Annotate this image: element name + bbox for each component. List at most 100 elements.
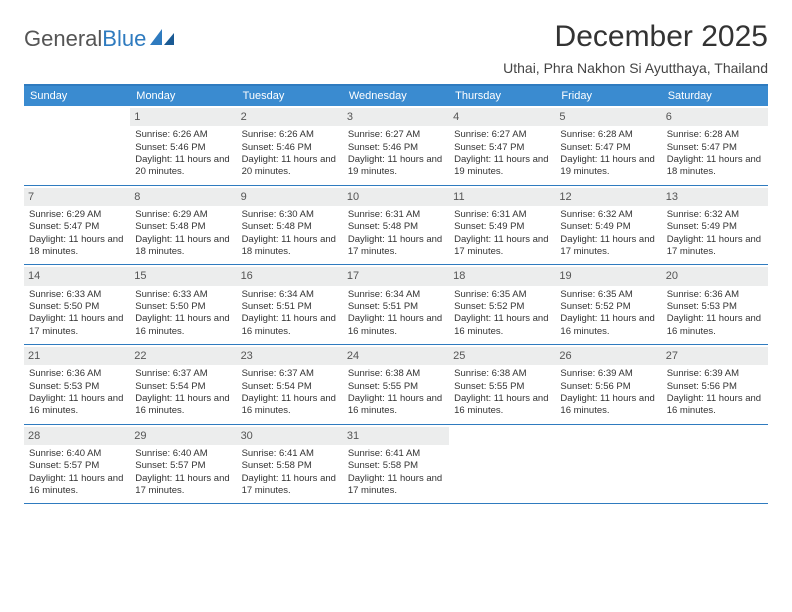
logo-text: GeneralBlue <box>24 26 146 52</box>
day-cell: 8Sunrise: 6:29 AMSunset: 5:48 PMDaylight… <box>130 186 236 265</box>
logo-part2: Blue <box>102 26 146 51</box>
daylight-line: Daylight: 11 hours and 17 minutes. <box>135 473 231 498</box>
day-cell <box>662 425 768 504</box>
day-number: 12 <box>555 188 661 206</box>
sunrise-line: Sunrise: 6:41 AM <box>348 448 444 460</box>
daylight-line: Daylight: 11 hours and 18 minutes. <box>667 154 763 179</box>
day-cell: 11Sunrise: 6:31 AMSunset: 5:49 PMDayligh… <box>449 186 555 265</box>
sunrise-line: Sunrise: 6:32 AM <box>667 209 763 221</box>
day-info: Sunrise: 6:35 AMSunset: 5:52 PMDaylight:… <box>559 289 657 338</box>
day-number: 30 <box>237 427 343 445</box>
day-number: 9 <box>237 188 343 206</box>
daylight-line: Daylight: 11 hours and 16 minutes. <box>667 393 763 418</box>
day-number: 25 <box>449 347 555 365</box>
sunset-line: Sunset: 5:47 PM <box>29 221 125 233</box>
sunrise-line: Sunrise: 6:39 AM <box>560 368 656 380</box>
day-number: 20 <box>662 267 768 285</box>
day-cell: 30 Sunrise: 6:41 AMSunset: 5:58 PMDayligh… <box>237 425 343 504</box>
sunset-line: Sunset: 5:56 PM <box>560 381 656 393</box>
day-info: Sunrise: 6:31 AMSunset: 5:49 PMDaylight:… <box>453 209 551 258</box>
day-cell: 25Sunrise: 6:38 AMSunset: 5:55 PMDayligh… <box>449 345 555 424</box>
day-cell: 22Sunrise: 6:37 AMSunset: 5:54 PMDayligh… <box>130 345 236 424</box>
daylight-line: Daylight: 11 hours and 16 minutes. <box>242 313 338 338</box>
sunrise-line: Sunrise: 6:38 AM <box>454 368 550 380</box>
day-number: 18 <box>449 267 555 285</box>
day-info: Sunrise: 6:39 AMSunset: 5:56 PMDaylight:… <box>666 368 764 417</box>
sunset-line: Sunset: 5:52 PM <box>454 301 550 313</box>
daylight-line: Daylight: 11 hours and 16 minutes. <box>667 313 763 338</box>
daylight-line: Daylight: 11 hours and 18 minutes. <box>242 234 338 259</box>
sunrise-line: Sunrise: 6:35 AM <box>454 289 550 301</box>
sunrise-line: Sunrise: 6:33 AM <box>29 289 125 301</box>
day-cell <box>449 425 555 504</box>
daylight-line: Daylight: 11 hours and 18 minutes. <box>29 234 125 259</box>
sunset-line: Sunset: 5:58 PM <box>348 460 444 472</box>
sunset-line: Sunset: 5:54 PM <box>135 381 231 393</box>
sunrise-line: Sunrise: 6:37 AM <box>135 368 231 380</box>
sunset-line: Sunset: 5:50 PM <box>135 301 231 313</box>
day-cell: 27 Sunrise: 6:39 AMSunset: 5:56 PMDayligh… <box>662 345 768 424</box>
day-number: 7 <box>24 188 130 206</box>
day-info: Sunrise: 6:39 AMSunset: 5:56 PMDaylight:… <box>559 368 657 417</box>
weekday-header: Tuesday <box>237 86 343 106</box>
daylight-line: Daylight: 11 hours and 16 minutes. <box>348 393 444 418</box>
day-info: Sunrise: 6:27 AMSunset: 5:46 PMDaylight:… <box>347 129 445 178</box>
day-info: Sunrise: 6:34 AMSunset: 5:51 PMDaylight:… <box>241 289 339 338</box>
sunrise-line: Sunrise: 6:40 AM <box>29 448 125 460</box>
sunset-line: Sunset: 5:48 PM <box>348 221 444 233</box>
sunset-line: Sunset: 5:52 PM <box>560 301 656 313</box>
week-row: 28Sunrise: 6:40 AMSunset: 5:57 PMDayligh… <box>24 425 768 505</box>
sunset-line: Sunset: 5:48 PM <box>135 221 231 233</box>
day-info: Sunrise: 6:26 AMSunset: 5:46 PMDaylight:… <box>134 129 232 178</box>
day-cell: 14Sunrise: 6:33 AMSunset: 5:50 PMDayligh… <box>24 265 130 344</box>
day-info: Sunrise: 6:28 AMSunset: 5:47 PMDaylight:… <box>666 129 764 178</box>
day-info: Sunrise: 6:35 AMSunset: 5:52 PMDaylight:… <box>453 289 551 338</box>
day-number: 24 <box>343 347 449 365</box>
day-info: Sunrise: 6:41 AMSunset: 5:58 PMDaylight:… <box>241 448 339 497</box>
weekday-header: Monday <box>130 86 236 106</box>
daylight-line: Daylight: 11 hours and 16 minutes. <box>242 393 338 418</box>
day-cell <box>24 106 130 185</box>
day-cell <box>555 425 661 504</box>
day-cell: 5Sunrise: 6:28 AMSunset: 5:47 PMDaylight… <box>555 106 661 185</box>
day-cell: 9Sunrise: 6:30 AMSunset: 5:48 PMDaylight… <box>237 186 343 265</box>
day-number: 13 <box>662 188 768 206</box>
sunset-line: Sunset: 5:55 PM <box>348 381 444 393</box>
sunrise-line: Sunrise: 6:32 AM <box>560 209 656 221</box>
sunrise-line: Sunrise: 6:26 AM <box>242 129 338 141</box>
day-cell: 12 Sunrise: 6:32 AMSunset: 5:49 PMDayligh… <box>555 186 661 265</box>
daylight-line: Daylight: 11 hours and 17 minutes. <box>667 234 763 259</box>
day-cell: 17Sunrise: 6:34 AMSunset: 5:51 PMDayligh… <box>343 265 449 344</box>
sunrise-line: Sunrise: 6:33 AM <box>135 289 231 301</box>
weekday-row: SundayMondayTuesdayWednesdayThursdayFrid… <box>24 86 768 106</box>
sunset-line: Sunset: 5:50 PM <box>29 301 125 313</box>
sunrise-line: Sunrise: 6:29 AM <box>135 209 231 221</box>
sunrise-line: Sunrise: 6:27 AM <box>348 129 444 141</box>
week-row: 1Sunrise: 6:26 AMSunset: 5:46 PMDaylight… <box>24 106 768 186</box>
sunset-line: Sunset: 5:54 PM <box>242 381 338 393</box>
day-number: 14 <box>24 267 130 285</box>
day-info: Sunrise: 6:32 AMSunset: 5:49 PMDaylight:… <box>559 209 657 258</box>
sunrise-line: Sunrise: 6:29 AM <box>29 209 125 221</box>
sunset-line: Sunset: 5:49 PM <box>560 221 656 233</box>
day-cell: 21Sunrise: 6:36 AMSunset: 5:53 PMDayligh… <box>24 345 130 424</box>
day-number: 16 <box>237 267 343 285</box>
sunset-line: Sunset: 5:47 PM <box>667 142 763 154</box>
day-number: 27 <box>662 347 768 365</box>
sunset-line: Sunset: 5:55 PM <box>454 381 550 393</box>
day-number: 31 <box>343 427 449 445</box>
sunrise-line: Sunrise: 6:26 AM <box>135 129 231 141</box>
sunrise-line: Sunrise: 6:34 AM <box>242 289 338 301</box>
day-info: Sunrise: 6:40 AMSunset: 5:57 PMDaylight:… <box>134 448 232 497</box>
sunset-line: Sunset: 5:53 PM <box>29 381 125 393</box>
sunrise-line: Sunrise: 6:37 AM <box>242 368 338 380</box>
day-info: Sunrise: 6:36 AMSunset: 5:53 PMDaylight:… <box>666 289 764 338</box>
day-cell: 15Sunrise: 6:33 AMSunset: 5:50 PMDayligh… <box>130 265 236 344</box>
sunset-line: Sunset: 5:51 PM <box>348 301 444 313</box>
day-number: 10 <box>343 188 449 206</box>
sunset-line: Sunset: 5:46 PM <box>242 142 338 154</box>
sunrise-line: Sunrise: 6:39 AM <box>667 368 763 380</box>
day-info: Sunrise: 6:38 AMSunset: 5:55 PMDaylight:… <box>347 368 445 417</box>
daylight-line: Daylight: 11 hours and 16 minutes. <box>348 313 444 338</box>
day-cell: 7 Sunrise: 6:29 AMSunset: 5:47 PMDaylight… <box>24 186 130 265</box>
